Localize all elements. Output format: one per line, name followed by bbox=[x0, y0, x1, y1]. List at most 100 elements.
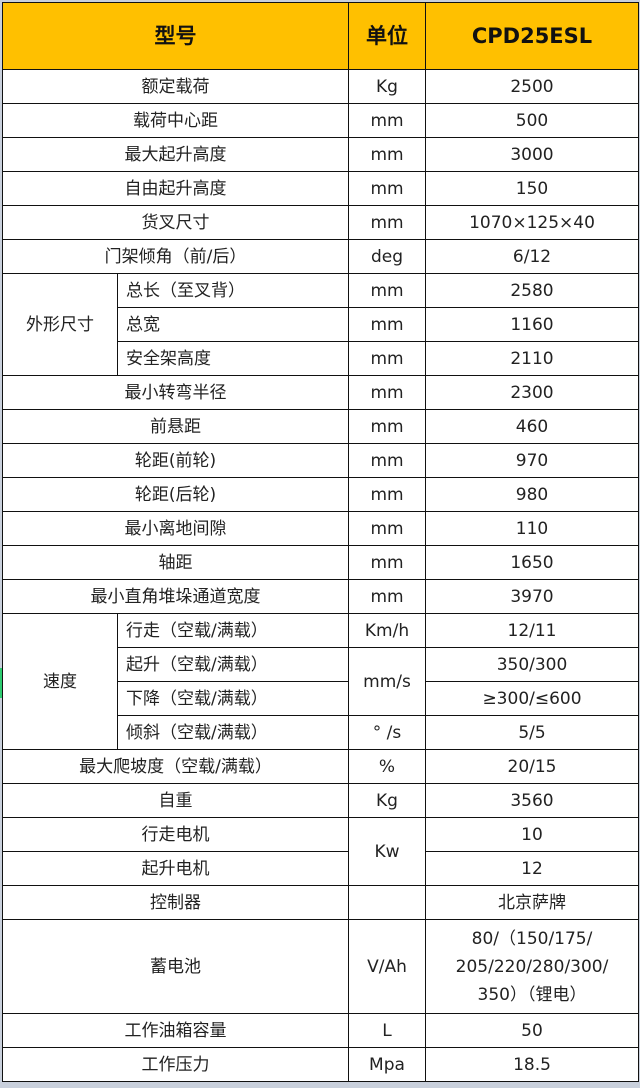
table-row: 自重 Kg 3560 bbox=[2, 783, 639, 818]
row-value: 2500 bbox=[425, 69, 639, 104]
header-value: CPD25ESL bbox=[425, 2, 639, 70]
row-unit: mm bbox=[348, 103, 426, 138]
row-unit: % bbox=[348, 749, 426, 784]
row-label: 总宽 bbox=[117, 307, 349, 342]
row-value: 5/5 bbox=[425, 715, 639, 750]
table-row: 最大起升高度 mm 3000 bbox=[2, 137, 639, 172]
header-unit: 单位 bbox=[348, 2, 426, 70]
row-value: 12 bbox=[425, 851, 639, 886]
row-unit: Kg bbox=[348, 69, 426, 104]
group-label: 速度 bbox=[2, 613, 118, 750]
row-label: 最大爬坡度（空载/满载） bbox=[2, 749, 349, 784]
table-row: 门架倾角（前/后） deg 6/12 bbox=[2, 239, 639, 274]
row-label: 行走电机 bbox=[2, 817, 349, 852]
row-value: 500 bbox=[425, 103, 639, 138]
row-unit: mm bbox=[348, 443, 426, 478]
row-value: 1070×125×40 bbox=[425, 205, 639, 240]
row-unit: mm bbox=[348, 545, 426, 580]
row-label: 下降（空载/满载） bbox=[117, 681, 349, 716]
row-label: 自由起升高度 bbox=[2, 171, 349, 206]
row-unit: mm/s bbox=[348, 647, 426, 716]
header-model: 型号 bbox=[2, 2, 349, 70]
row-label: 工作压力 bbox=[2, 1047, 349, 1082]
row-value: 3000 bbox=[425, 137, 639, 172]
table-row: 自由起升高度 mm 150 bbox=[2, 171, 639, 206]
row-unit: mm bbox=[348, 375, 426, 410]
row-label: 轮距(前轮) bbox=[2, 443, 349, 478]
table-row: 最大爬坡度（空载/满载） % 20/15 bbox=[2, 749, 639, 784]
table-row: 蓄电池 V/Ah 80/（150/175/ 205/220/280/300/ 3… bbox=[2, 919, 639, 1014]
row-label: 起升（空载/满载） bbox=[117, 647, 349, 682]
value-line: 350）（锂电） bbox=[477, 984, 587, 1005]
row-label: 额定载荷 bbox=[2, 69, 349, 104]
row-value: 1650 bbox=[425, 545, 639, 580]
row-unit: ° /s bbox=[348, 715, 426, 750]
row-label: 蓄电池 bbox=[2, 919, 349, 1014]
header-row: 型号 单位 CPD25ESL bbox=[2, 2, 639, 70]
row-value: 3970 bbox=[425, 579, 639, 614]
table-row: 轴距 mm 1650 bbox=[2, 545, 639, 580]
group-label: 外形尺寸 bbox=[2, 273, 118, 376]
row-value: ≥300/≤600 bbox=[425, 681, 639, 716]
row-value: 2580 bbox=[425, 273, 639, 308]
table-row: 控制器 北京萨牌 bbox=[2, 885, 639, 920]
table-row: 工作压力 Mpa 18.5 bbox=[2, 1047, 639, 1082]
row-value: 18.5 bbox=[425, 1047, 639, 1082]
row-label: 最小离地间隙 bbox=[2, 511, 349, 546]
row-value: 3560 bbox=[425, 783, 639, 818]
row-value: 150 bbox=[425, 171, 639, 206]
row-label: 自重 bbox=[2, 783, 349, 818]
edge-marker bbox=[0, 668, 2, 698]
table-row: 最小转弯半径 mm 2300 bbox=[2, 375, 639, 410]
row-value: 12/11 bbox=[425, 613, 639, 648]
row-unit: mm bbox=[348, 477, 426, 512]
row-label: 倾斜（空载/满载） bbox=[117, 715, 349, 750]
table-row: 外形尺寸 总长（至叉背） mm 2580 bbox=[2, 273, 639, 376]
row-value: 2300 bbox=[425, 375, 639, 410]
table-row: 轮距(前轮) mm 970 bbox=[2, 443, 639, 478]
row-value: 980 bbox=[425, 477, 639, 512]
row-value: 10 bbox=[425, 817, 639, 852]
row-unit: Km/h bbox=[348, 613, 426, 648]
row-unit: mm bbox=[348, 307, 426, 342]
row-value: 110 bbox=[425, 511, 639, 546]
table-row: 额定载荷 Kg 2500 bbox=[2, 69, 639, 104]
table-row: 载荷中心距 mm 500 bbox=[2, 103, 639, 138]
row-value: 6/12 bbox=[425, 239, 639, 274]
row-label: 轴距 bbox=[2, 545, 349, 580]
table-row: 最小直角堆垛通道宽度 mm 3970 bbox=[2, 579, 639, 614]
table-row: 货叉尺寸 mm 1070×125×40 bbox=[2, 205, 639, 240]
row-value: 北京萨牌 bbox=[425, 885, 639, 920]
row-label: 起升电机 bbox=[2, 851, 349, 886]
table-row: 轮距(后轮) mm 980 bbox=[2, 477, 639, 512]
row-unit bbox=[348, 885, 426, 920]
row-unit: mm bbox=[348, 205, 426, 240]
row-unit: mm bbox=[348, 579, 426, 614]
table-row: 安全架高度 mm 2110 bbox=[3, 341, 639, 376]
row-label: 轮距(后轮) bbox=[2, 477, 349, 512]
row-label: 门架倾角（前/后） bbox=[2, 239, 349, 274]
row-value: 50 bbox=[425, 1013, 639, 1048]
table-row: 前悬距 mm 460 bbox=[2, 409, 639, 444]
row-unit: mm bbox=[348, 341, 426, 376]
row-label: 货叉尺寸 bbox=[2, 205, 349, 240]
row-label: 最小直角堆垛通道宽度 bbox=[2, 579, 349, 614]
row-value: 970 bbox=[425, 443, 639, 478]
table-row: 行走电机 Kw 10 bbox=[2, 817, 639, 886]
table-row: 倾斜（空载/满载） ° /s 5/5 bbox=[3, 715, 639, 750]
row-label: 前悬距 bbox=[2, 409, 349, 444]
row-unit: mm bbox=[348, 511, 426, 546]
table-row: 起升电机 12 bbox=[2, 851, 639, 886]
row-value: 80/（150/175/ 205/220/280/300/ 350）（锂电） bbox=[425, 919, 639, 1014]
row-value: 350/300 bbox=[425, 647, 639, 682]
table-row: 起升（空载/满载） mm/s 350/300 bbox=[3, 647, 639, 716]
row-label: 行走（空载/满载） bbox=[117, 613, 349, 648]
row-label: 安全架高度 bbox=[117, 341, 349, 376]
row-unit: Kw bbox=[348, 817, 426, 886]
row-value: 1160 bbox=[425, 307, 639, 342]
row-unit: V/Ah bbox=[348, 919, 426, 1014]
table-row: 最小离地间隙 mm 110 bbox=[2, 511, 639, 546]
row-unit: Mpa bbox=[348, 1047, 426, 1082]
row-label: 最大起升高度 bbox=[2, 137, 349, 172]
